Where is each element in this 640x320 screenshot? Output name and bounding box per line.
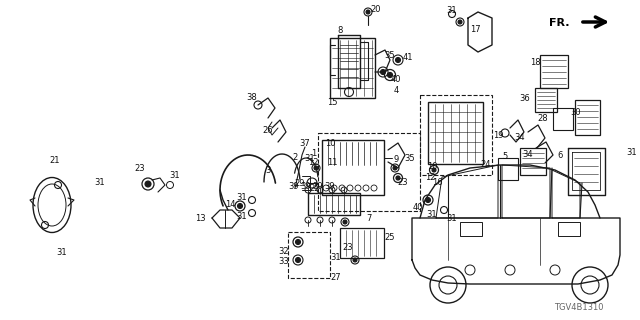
Text: FR.: FR. <box>550 18 570 28</box>
Text: 23: 23 <box>134 164 145 172</box>
Circle shape <box>396 176 400 180</box>
Text: 16: 16 <box>432 178 442 187</box>
Bar <box>330 38 375 98</box>
Bar <box>540 55 568 88</box>
Text: 23: 23 <box>342 243 353 252</box>
Circle shape <box>237 204 243 209</box>
Circle shape <box>314 166 318 170</box>
Text: TGV4B1310: TGV4B1310 <box>554 303 604 312</box>
Text: 27: 27 <box>331 274 341 283</box>
Text: 13: 13 <box>195 213 205 222</box>
Text: 39: 39 <box>301 181 311 190</box>
Text: 4: 4 <box>394 85 399 94</box>
Text: 5: 5 <box>502 151 508 161</box>
Text: 31: 31 <box>237 212 247 220</box>
Bar <box>322 140 384 195</box>
Bar <box>558 222 580 236</box>
Text: 28: 28 <box>538 114 548 123</box>
Bar <box>340 228 384 258</box>
Text: 29: 29 <box>295 179 305 188</box>
Bar <box>420 95 492 175</box>
Bar <box>498 158 518 180</box>
Text: 19: 19 <box>493 131 503 140</box>
Bar <box>553 108 573 130</box>
Text: 8: 8 <box>337 26 342 35</box>
Text: 39: 39 <box>324 181 335 190</box>
Text: 20: 20 <box>371 4 381 13</box>
Bar <box>460 222 482 236</box>
Bar <box>428 102 483 164</box>
Text: 14: 14 <box>225 199 236 209</box>
Circle shape <box>387 73 392 77</box>
Text: 31: 31 <box>627 148 637 156</box>
Text: 33: 33 <box>278 258 289 267</box>
Text: 12: 12 <box>425 172 435 181</box>
Text: 21: 21 <box>50 156 60 164</box>
Text: 10: 10 <box>324 139 335 148</box>
Text: 38: 38 <box>246 92 257 101</box>
Text: 30: 30 <box>571 108 581 116</box>
Text: 32: 32 <box>278 246 289 255</box>
Text: 41: 41 <box>403 52 413 61</box>
Text: 1: 1 <box>312 148 317 157</box>
Text: 31: 31 <box>305 154 316 163</box>
Text: 31: 31 <box>447 213 458 222</box>
Circle shape <box>343 220 347 224</box>
Text: 34: 34 <box>523 149 533 158</box>
Text: 35: 35 <box>385 51 396 60</box>
Text: 2: 2 <box>292 153 298 162</box>
Text: 26: 26 <box>262 125 273 134</box>
Bar <box>575 100 600 135</box>
Circle shape <box>353 258 357 262</box>
Bar <box>288 232 330 278</box>
Circle shape <box>366 10 370 14</box>
Circle shape <box>296 258 301 262</box>
Text: 31: 31 <box>170 171 180 180</box>
Text: 31: 31 <box>95 178 106 187</box>
Text: 39: 39 <box>289 181 300 190</box>
Text: 36: 36 <box>520 93 531 102</box>
Text: 6: 6 <box>557 150 563 159</box>
Bar <box>535 88 557 112</box>
Text: 15: 15 <box>327 98 337 107</box>
Text: 12: 12 <box>308 157 318 166</box>
Text: 23: 23 <box>397 178 408 187</box>
Text: 31: 31 <box>237 193 247 202</box>
Text: 40: 40 <box>413 203 423 212</box>
Text: 24: 24 <box>481 159 492 169</box>
Circle shape <box>296 239 301 244</box>
Circle shape <box>145 181 151 187</box>
Circle shape <box>432 168 436 172</box>
Text: 31: 31 <box>427 210 437 219</box>
Text: 37: 37 <box>300 139 310 148</box>
Circle shape <box>393 166 397 170</box>
Text: 11: 11 <box>327 157 337 166</box>
Circle shape <box>396 58 401 62</box>
Text: 18: 18 <box>530 58 540 67</box>
Text: 3: 3 <box>266 165 271 174</box>
Text: 9: 9 <box>394 155 399 164</box>
Circle shape <box>426 197 431 203</box>
Text: 25: 25 <box>385 233 396 242</box>
Text: 31: 31 <box>331 253 341 262</box>
Bar <box>318 133 420 211</box>
Text: 39: 39 <box>313 181 323 190</box>
Text: 31: 31 <box>447 5 458 14</box>
Text: 7: 7 <box>366 213 372 222</box>
Text: 10: 10 <box>427 162 437 171</box>
Bar <box>520 148 546 175</box>
Text: 31: 31 <box>57 247 67 257</box>
Text: 17: 17 <box>470 25 480 34</box>
Text: 40: 40 <box>391 75 401 84</box>
Text: 22: 22 <box>310 183 320 193</box>
Circle shape <box>381 69 385 75</box>
Text: 34: 34 <box>515 132 525 141</box>
Text: 35: 35 <box>404 154 415 163</box>
Circle shape <box>458 20 462 24</box>
Bar <box>308 193 360 215</box>
